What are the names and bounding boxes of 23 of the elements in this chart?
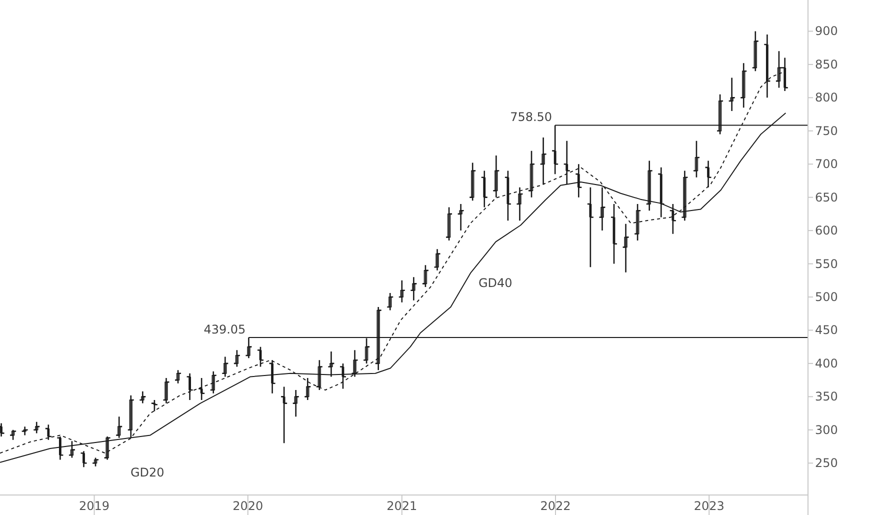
- ref-line-label: 439.05: [204, 322, 246, 336]
- y-tick-label: 300: [815, 422, 838, 437]
- y-tick-label: 850: [815, 57, 838, 72]
- y-tick-label: 250: [815, 456, 838, 470]
- y-tick-label: 650: [815, 190, 838, 204]
- x-tick-label: 2021: [386, 499, 418, 513]
- y-tick-label: 450: [815, 323, 838, 338]
- y-tick-label: 700: [815, 157, 838, 172]
- y-tick-label: 500: [815, 290, 838, 304]
- y-tick-label: 400: [815, 356, 838, 370]
- x-tick-label: 2022: [540, 499, 571, 513]
- y-tick-label: 600: [815, 224, 838, 238]
- x-tick-label: 2019: [78, 499, 110, 513]
- y-tick-label: 800: [815, 90, 838, 105]
- y-tick-label: 550: [815, 256, 838, 271]
- y-tick-label: 750: [815, 124, 838, 138]
- series-label: GD40: [478, 276, 512, 290]
- x-tick-label: 2023: [694, 499, 724, 513]
- series-label: GD20: [130, 466, 164, 480]
- y-tick-label: 900: [815, 24, 838, 38]
- x-tick-label: 2020: [232, 499, 264, 513]
- ref-line-label: 758.50: [510, 110, 552, 124]
- y-tick-label: 350: [815, 390, 838, 404]
